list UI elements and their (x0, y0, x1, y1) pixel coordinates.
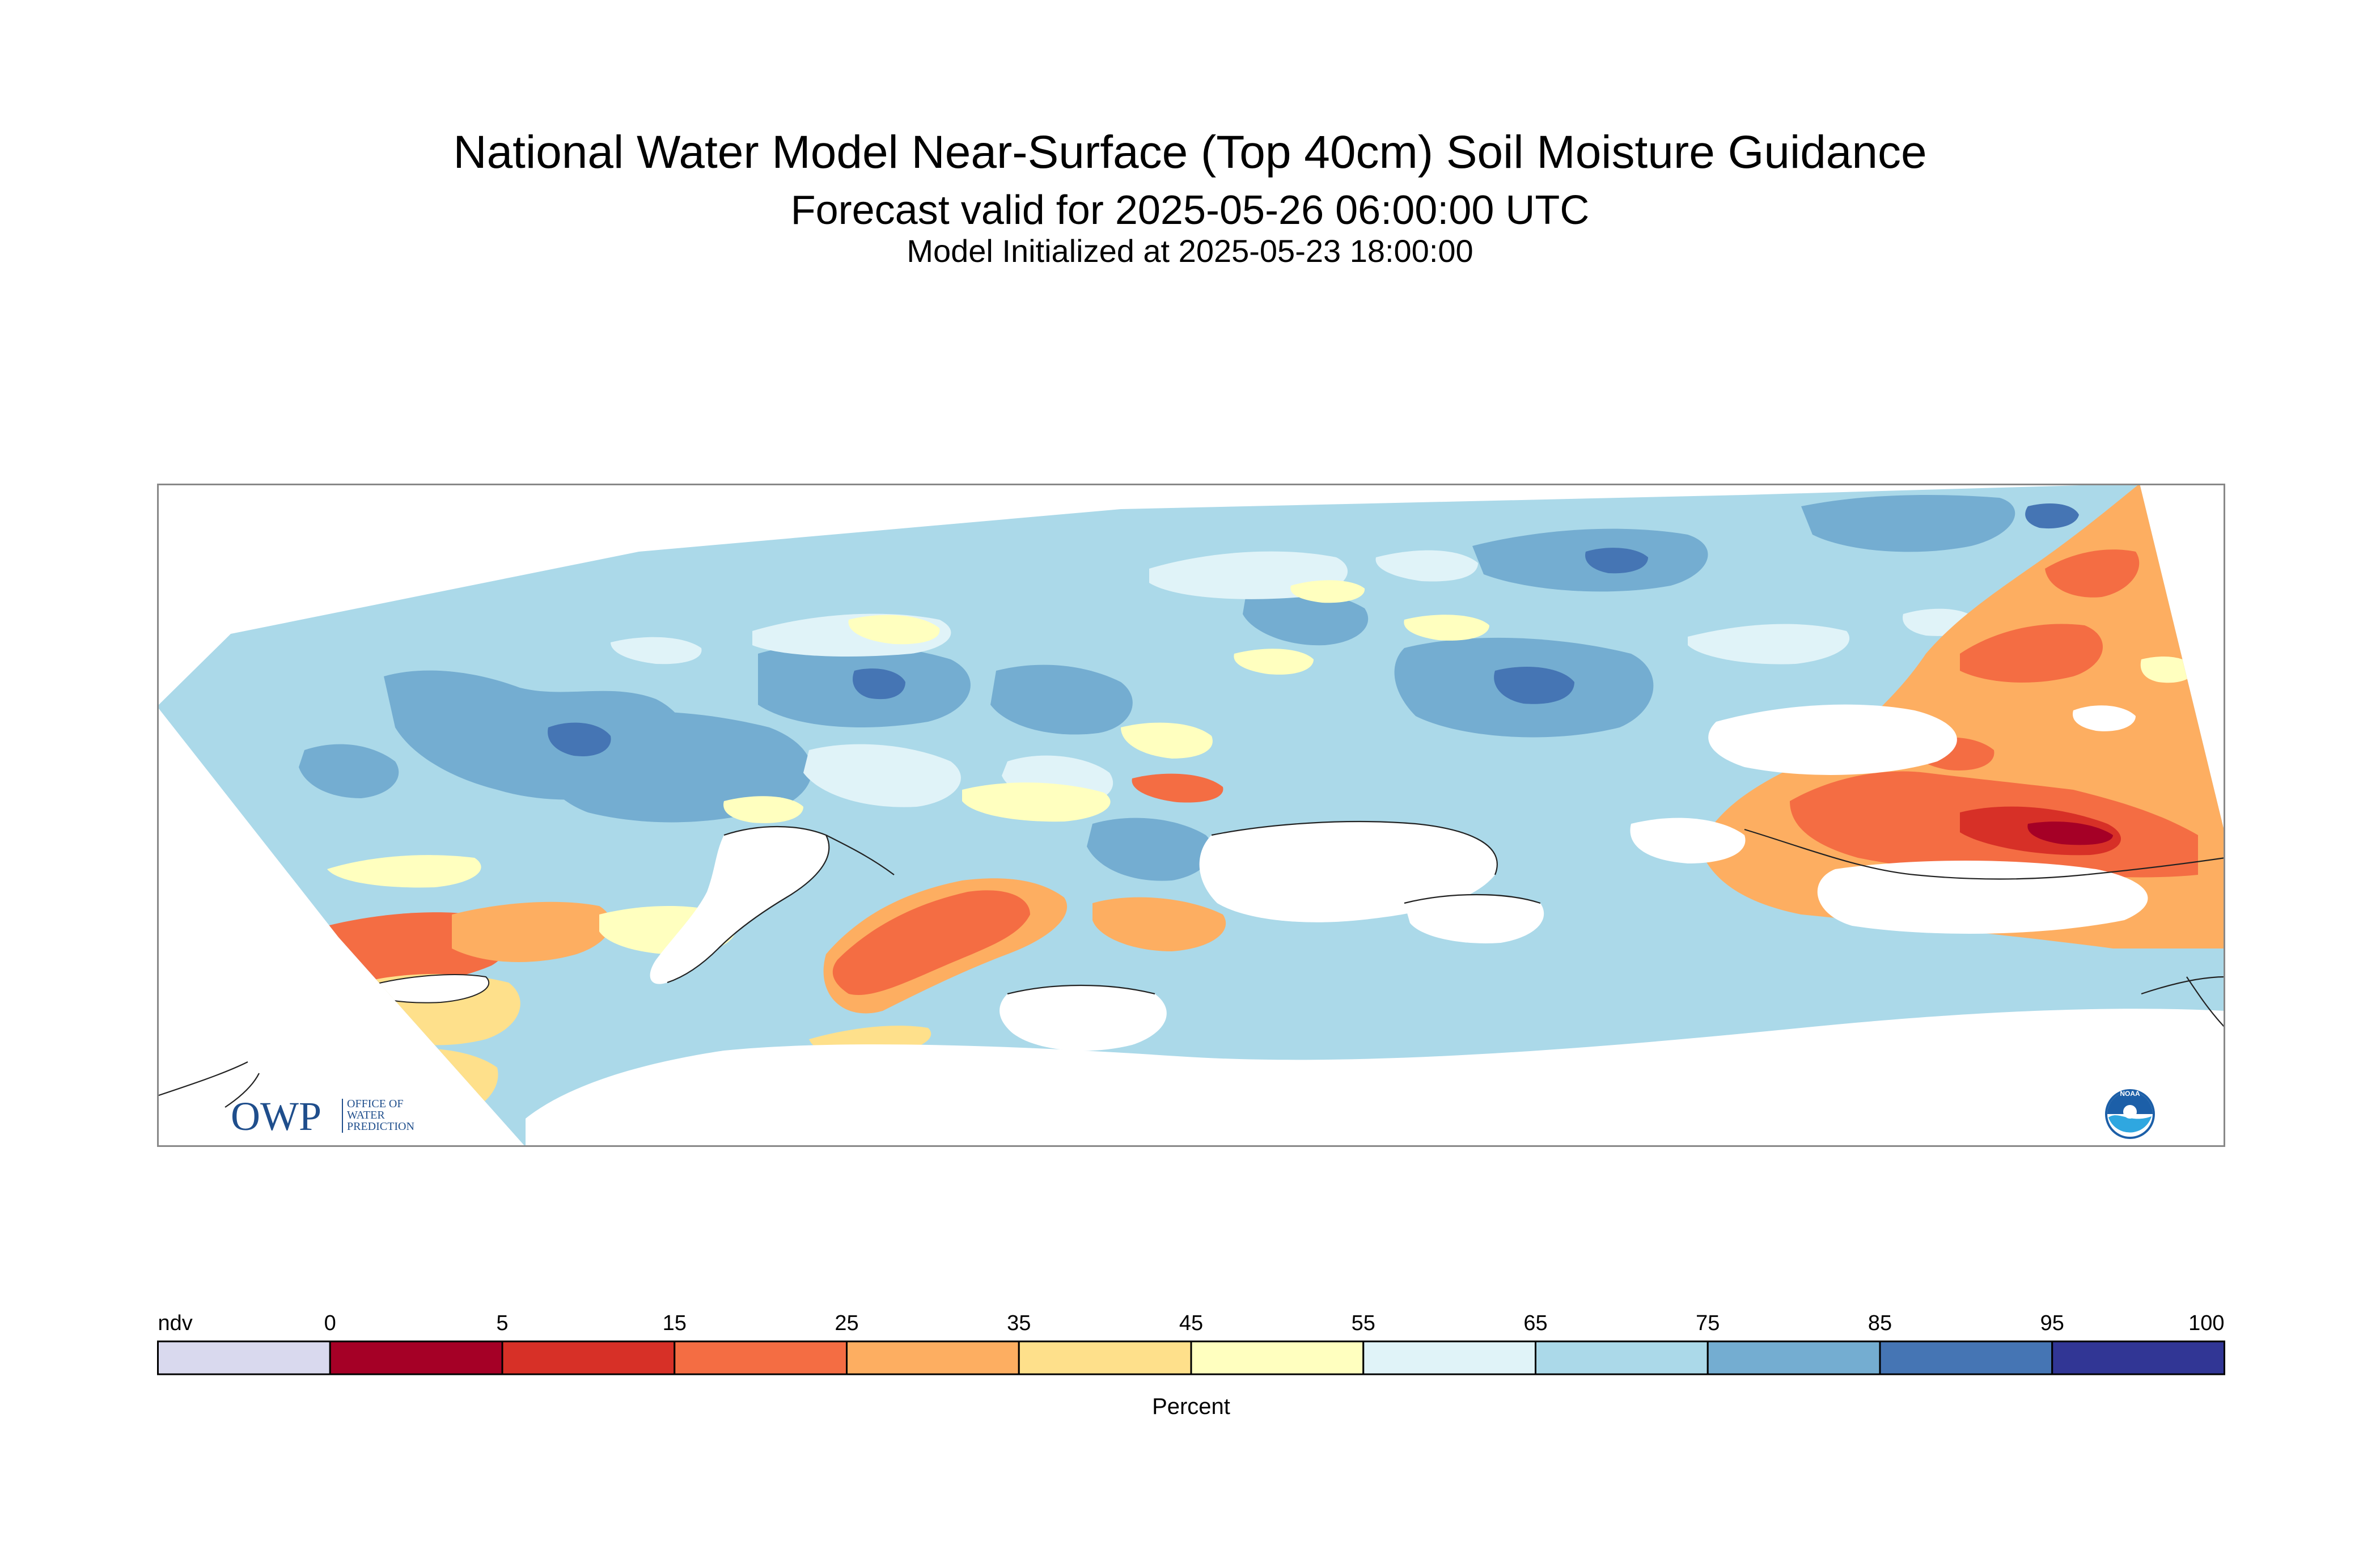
colorbar-tick-label: 65 (1523, 1313, 1547, 1335)
colorbar-title: Percent (1152, 1394, 1230, 1419)
colorbar-swatch (2051, 1340, 2225, 1375)
colorbar-swatch (501, 1340, 676, 1375)
colorbar-tick-label: 25 (835, 1313, 858, 1335)
owp-logo-mark: OWP (231, 1094, 321, 1139)
colorbar-tick-label: 55 (1352, 1313, 1375, 1335)
colorbar-swatch (1706, 1340, 1881, 1375)
map-frame (157, 484, 2225, 1147)
colorbar-tick-labels: ndv 0 5 15 25 35 45 55 65 75 85 95 100 (158, 1313, 2225, 1335)
colorbar-tick-label: 45 (1179, 1313, 1203, 1335)
noaa-logo-mark: NOAA (2120, 1090, 2140, 1098)
noaa-logo: NOAA (2105, 1089, 2155, 1139)
colorbar-tick-label: 100 (2188, 1313, 2224, 1335)
owp-logo-line3: PREDICTION (347, 1120, 414, 1133)
model-init-time: Model Initialized at 2025-05-23 18:00:00 (907, 233, 1473, 269)
region-dry-east (1699, 484, 2225, 949)
map-title: National Water Model Near-Surface (Top 4… (453, 126, 1927, 178)
owp-logo: OWP OFFICE OF WATER PREDICTION (231, 1094, 414, 1139)
colorbar-swatch (674, 1340, 848, 1375)
colorbar-swatch (1879, 1340, 2053, 1375)
colorbar-swatch (1190, 1340, 1365, 1375)
water-bodies (526, 822, 2225, 1147)
colorbar-swatch (846, 1340, 1020, 1375)
soil-moisture-map: OWP OFFICE OF WATER PREDICTION NOAA (157, 484, 2225, 1147)
colorbar-tick-label: 35 (1007, 1313, 1031, 1335)
colorbar-tick-label: ndv (158, 1313, 193, 1335)
region-wet-dark (548, 503, 2079, 756)
colorbar-tick-label: 75 (1696, 1313, 1720, 1335)
colorbar-tick-label: 95 (2040, 1313, 2064, 1335)
coastlines (157, 820, 2225, 1108)
colorbar-tick-label: 0 (324, 1313, 336, 1335)
owp-logo-line1: OFFICE OF (347, 1098, 403, 1110)
forecast-valid-time: Forecast valid for 2025-05-26 06:00:00 U… (790, 188, 1590, 233)
colorbar-swatch (1018, 1340, 1192, 1375)
colorbar-swatch (1362, 1340, 1536, 1375)
colorbar-legend: ndv 0 5 15 25 35 45 55 65 75 85 95 100 Percent (157, 1313, 2225, 1419)
colorbar-tick-label: 85 (1868, 1313, 1892, 1335)
colorbar-swatch (1535, 1340, 1709, 1375)
soil-moisture-field (157, 484, 2225, 1147)
region-pale-yellow (327, 580, 1489, 888)
colorbar-swatch (329, 1340, 503, 1375)
colorbar-tick-label: 5 (496, 1313, 508, 1335)
colorbar-swatch (157, 1340, 331, 1375)
colorbar-tick-label: 15 (663, 1313, 687, 1335)
colorbar-swatches (157, 1340, 2225, 1375)
region-no-data-east (1630, 704, 2148, 934)
owp-logo-line2: WATER (347, 1109, 385, 1121)
